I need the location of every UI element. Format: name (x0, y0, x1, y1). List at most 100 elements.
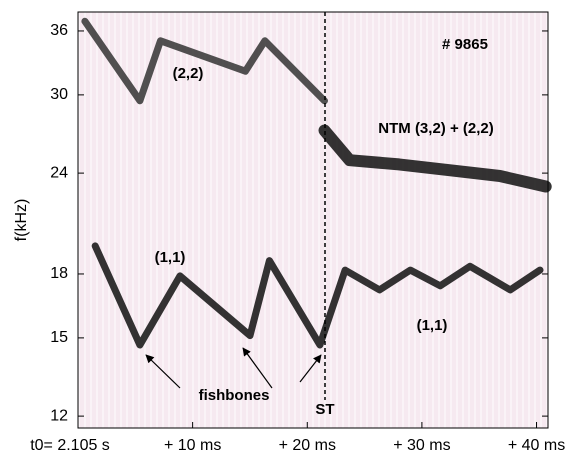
texture (204, 12, 206, 428)
texture (162, 12, 164, 428)
annotation: (1,1) (155, 249, 186, 266)
y-tick-label: 18 (50, 265, 68, 282)
texture (84, 12, 86, 428)
texture (492, 12, 494, 428)
x-tick-label: + 20 ms (279, 437, 336, 454)
arrow (299, 354, 322, 383)
texture (174, 12, 176, 428)
texture (396, 12, 398, 428)
arrow (242, 347, 273, 389)
texture (258, 12, 260, 428)
texture (306, 12, 308, 428)
texture (360, 12, 362, 428)
spectrogram-background (78, 12, 548, 428)
texture (516, 12, 518, 428)
texture (168, 12, 170, 428)
texture (546, 12, 548, 428)
texture (102, 12, 104, 428)
texture (252, 12, 254, 428)
texture (450, 12, 452, 428)
texture (192, 12, 194, 428)
plot-area (78, 12, 552, 428)
x-tick-label: + 30 ms (393, 437, 450, 454)
texture (108, 12, 110, 428)
mode-trace (318, 124, 552, 193)
y-tick-label: 36 (50, 22, 68, 39)
texture (210, 12, 212, 428)
x-tick-label: t0= 2.105 s (30, 437, 110, 454)
texture (510, 12, 512, 428)
texture (528, 12, 530, 428)
texture (120, 12, 122, 428)
texture (354, 12, 356, 428)
texture (468, 12, 470, 428)
texture (534, 12, 536, 428)
y-axis-label: f(kHz) (13, 199, 30, 242)
texture (438, 12, 440, 428)
texture (372, 12, 374, 428)
texture (180, 12, 182, 428)
texture (324, 12, 326, 428)
texture (384, 12, 386, 428)
texture (132, 12, 134, 428)
texture (414, 12, 416, 428)
texture (540, 12, 542, 428)
texture (240, 12, 242, 428)
texture (312, 12, 314, 428)
frame (77, 11, 549, 429)
texture (378, 12, 380, 428)
texture (198, 12, 200, 428)
texture (444, 12, 446, 428)
annotation: # 9865 (442, 36, 488, 53)
texture (498, 12, 500, 428)
texture (144, 12, 146, 428)
texture (78, 12, 80, 428)
texture (366, 12, 368, 428)
texture (216, 12, 218, 428)
y-tick-label: 15 (50, 329, 68, 346)
texture (234, 12, 236, 428)
texture (126, 12, 128, 428)
x-tick-label: + 40 ms (508, 437, 565, 454)
texture (270, 12, 272, 428)
texture (228, 12, 230, 428)
y-tick-label: 30 (50, 86, 68, 103)
texture (300, 12, 302, 428)
x-tick-label: + 10 ms (164, 437, 221, 454)
arrow (145, 354, 181, 389)
annotation: ST (315, 401, 334, 418)
texture (138, 12, 140, 428)
texture (480, 12, 482, 428)
texture (348, 12, 350, 428)
texture (504, 12, 506, 428)
texture (90, 12, 92, 428)
texture (342, 12, 344, 428)
texture (186, 12, 188, 428)
texture (390, 12, 392, 428)
texture (408, 12, 410, 428)
texture (282, 12, 284, 428)
texture (474, 12, 476, 428)
texture (156, 12, 158, 428)
texture (462, 12, 464, 428)
texture (456, 12, 458, 428)
texture (522, 12, 524, 428)
texture (432, 12, 434, 428)
texture (336, 12, 338, 428)
texture (288, 12, 290, 428)
texture (150, 12, 152, 428)
texture (426, 12, 428, 428)
texture (294, 12, 296, 428)
annotation: (2,2) (173, 65, 204, 82)
texture (264, 12, 266, 428)
annotation: NTM (3,2) + (2,2) (378, 120, 493, 137)
texture (420, 12, 422, 428)
texture (222, 12, 224, 428)
texture (318, 12, 320, 428)
texture (114, 12, 116, 428)
texture (330, 12, 332, 428)
texture (96, 12, 98, 428)
annotation: (1,1) (417, 317, 448, 334)
y-tick-label: 12 (50, 407, 68, 424)
